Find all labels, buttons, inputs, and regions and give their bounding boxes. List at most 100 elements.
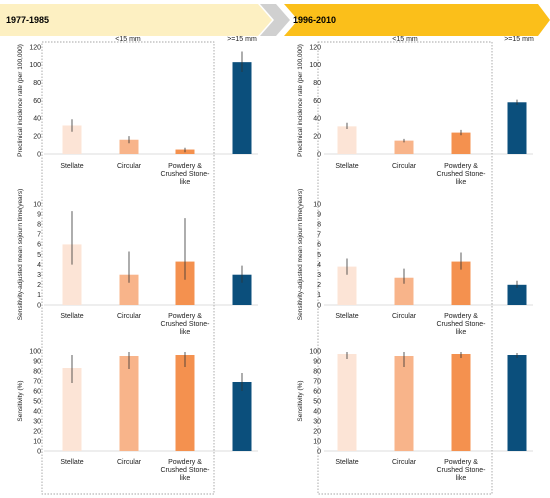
y-tick-label: 40 <box>33 116 41 123</box>
y-axis-label: Sensitivity-adjusted mean sojourn time(y… <box>297 189 304 321</box>
y-tick-label: 3 <box>317 272 321 279</box>
panels: <15 mm >=15 mm <15 mm >=15 mm02040608010012… <box>17 36 534 495</box>
bar-stellate <box>62 125 82 154</box>
y-tick-label: 0 <box>317 448 321 455</box>
group-label-large: >=15 mm <box>504 36 534 43</box>
x-category-label: Powdery & Crushed Stone-like <box>160 313 210 336</box>
y-tick-label: 4 <box>317 262 321 269</box>
y-tick-label: 120 <box>29 44 41 51</box>
panel-chart: 0 10 20 30 40 50 60 70 80 90 100 Sensitivity (%) Ste… <box>297 348 533 482</box>
x-category-label: Circular <box>392 313 417 320</box>
y-tick-label: 20 <box>313 133 321 140</box>
y-tick-label: 6 <box>317 242 321 249</box>
y-tick-label: 90 <box>33 358 41 365</box>
x-category-label: Powdery & Crushed Stone-like <box>436 163 486 186</box>
bar-circular <box>394 277 414 305</box>
bar-circular <box>119 356 139 451</box>
y-tick-label: 2 <box>317 282 321 289</box>
period-banner-right <box>284 4 550 36</box>
x-category-label: Stellate <box>60 163 83 170</box>
y-tick-label: 80 <box>313 368 321 375</box>
y-tick-label: 60 <box>33 98 41 105</box>
y-tick-label: 5 <box>37 252 41 259</box>
y-tick-label: 30 <box>33 418 41 425</box>
y-tick-label: 5 <box>317 252 321 259</box>
bar-stellate <box>337 266 357 305</box>
x-category-label: Powdery & Crushed Stone-like <box>160 163 210 186</box>
x-category-label: Circular <box>117 163 142 170</box>
y-tick-label: 8 <box>37 222 41 229</box>
period-right-label: 1996-2010 <box>293 15 336 25</box>
y-tick-label: 80 <box>313 80 321 87</box>
y-tick-label: 4 <box>37 262 41 269</box>
bar-stellate <box>62 244 82 305</box>
y-tick-label: 9 <box>37 211 41 218</box>
panel-chart: 0 20 40 60 80 100 120 Preclinical incidence rat… <box>17 44 258 186</box>
bar-stellate <box>337 126 357 154</box>
bar-large <box>507 284 527 305</box>
bar-circular <box>394 356 414 451</box>
y-tick-label: 6 <box>37 242 41 249</box>
y-tick-label: 20 <box>33 428 41 435</box>
bar-powdery <box>175 355 195 451</box>
y-tick-label: 40 <box>313 116 321 123</box>
y-axis-label: Sensitivity-adjusted mean sojourn time(y… <box>17 189 24 321</box>
y-tick-label: 80 <box>33 80 41 87</box>
bar-large <box>232 62 252 154</box>
y-tick-label: 100 <box>309 348 321 355</box>
y-tick-label: 80 <box>33 368 41 375</box>
bar-stellate <box>62 368 82 451</box>
group-box-small <box>317 41 493 495</box>
x-category-label: Circular <box>392 459 417 466</box>
y-tick-label: 100 <box>29 348 41 355</box>
bar-circular <box>119 274 139 305</box>
y-tick-label: 10 <box>313 438 321 445</box>
y-tick-label: 1 <box>317 292 321 299</box>
y-tick-label: 0 <box>37 151 41 158</box>
group-label-large: >=15 mm <box>227 36 257 43</box>
y-tick-label: 2 <box>37 282 41 289</box>
y-tick-label: 20 <box>33 133 41 140</box>
period-banner-left <box>0 4 272 36</box>
y-tick-label: 3 <box>37 272 41 279</box>
y-tick-label: 0 <box>37 448 41 455</box>
y-axis-label: Preclinical incidence rate (per 100,000) <box>17 44 24 157</box>
x-category-label: Powdery & Crushed Stone-like <box>160 459 210 482</box>
y-tick-label: 120 <box>309 44 321 51</box>
bar-circular <box>119 139 139 154</box>
y-tick-label: 8 <box>317 222 321 229</box>
y-tick-label: 100 <box>29 62 41 69</box>
y-tick-label: 10 <box>313 201 321 208</box>
y-tick-label: 9 <box>317 211 321 218</box>
y-axis-label: Sensitivity (%) <box>297 380 304 421</box>
y-tick-label: 40 <box>313 408 321 415</box>
y-tick-label: 7 <box>37 232 41 239</box>
x-category-label: Circular <box>117 313 142 320</box>
y-tick-label: 90 <box>313 358 321 365</box>
x-category-label: Stellate <box>60 459 83 466</box>
panel-chart: 0 20 40 60 80 100 120 Preclinical incidence rat… <box>297 44 533 186</box>
period-banner: 1977-1985 1996-2010 <box>0 4 550 36</box>
bar-powdery <box>451 261 471 305</box>
period-banner-chevron <box>260 4 290 36</box>
y-tick-label: 100 <box>309 62 321 69</box>
y-tick-label: 40 <box>33 408 41 415</box>
y-tick-label: 50 <box>33 398 41 405</box>
y-tick-label: 30 <box>313 418 321 425</box>
x-category-label: Circular <box>392 163 417 170</box>
group-label-small: <15 mm <box>392 36 418 43</box>
bar-large <box>232 382 252 451</box>
y-tick-label: 60 <box>33 388 41 395</box>
bar-stellate <box>337 354 357 451</box>
y-tick-label: 60 <box>313 98 321 105</box>
x-category-label: Powdery & Crushed Stone-like <box>436 459 486 482</box>
bar-large <box>507 355 527 451</box>
bar-powdery <box>175 261 195 305</box>
bar-powdery <box>451 354 471 451</box>
x-category-label: Stellate <box>335 163 358 170</box>
x-category-label: Powdery & Crushed Stone-like <box>436 313 486 336</box>
x-category-label: Stellate <box>335 313 358 320</box>
x-category-label: Stellate <box>60 313 83 320</box>
period-left-label: 1977-1985 <box>6 15 49 25</box>
y-axis-label: Sensitivity (%) <box>17 380 24 421</box>
